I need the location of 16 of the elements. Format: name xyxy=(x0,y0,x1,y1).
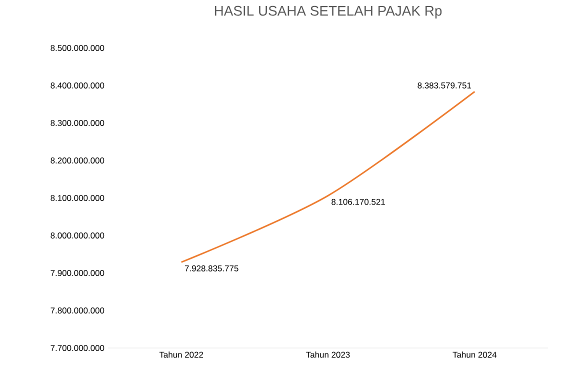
y-tick-label: 8.000.000.000 xyxy=(50,232,104,238)
y-tick-label: 8.300.000.000 xyxy=(50,120,104,126)
data-label: 8.383.579.751 xyxy=(418,82,472,88)
y-tick-label: 7.700.000.000 xyxy=(50,345,104,351)
x-tick-label: Tahun 2023 xyxy=(306,352,350,358)
y-tick-label: 8.500.000.000 xyxy=(50,45,104,51)
chart-title: HASIL USAHA SETELAH PAJAK Rp xyxy=(214,6,442,18)
x-tick-label: Tahun 2022 xyxy=(159,352,204,358)
x-tick-label: Tahun 2024 xyxy=(452,352,497,358)
y-tick-label: 7.900.000.000 xyxy=(50,270,104,276)
y-tick-label: 7.800.000.000 xyxy=(50,308,104,314)
data-label: 8.106.170.521 xyxy=(332,198,385,205)
data-label: 7.928.835.775 xyxy=(184,265,238,272)
y-tick-label: 8.200.000.000 xyxy=(50,158,104,164)
y-tick-label: 8.100.000.000 xyxy=(50,195,104,201)
y-tick-label: 8.400.000.000 xyxy=(50,82,104,88)
